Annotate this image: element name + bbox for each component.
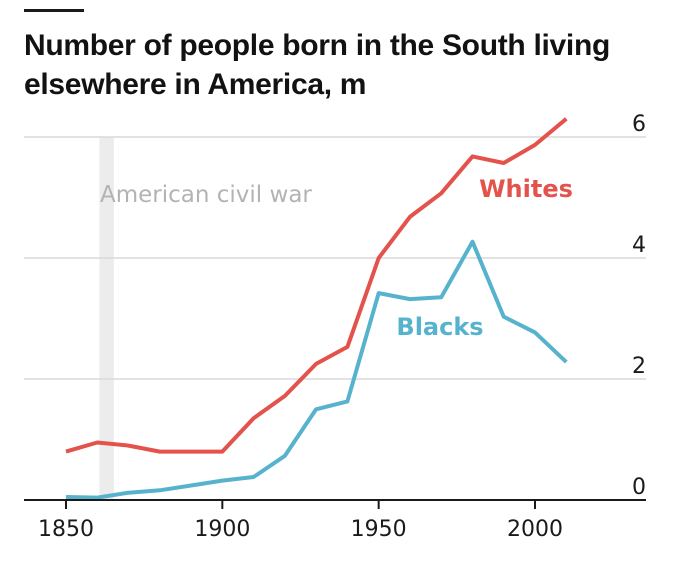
x-tick-label-1900: 1900 — [194, 517, 250, 542]
x-tick-label-1850: 1850 — [38, 517, 94, 542]
y-tick-label-4: 4 — [632, 233, 646, 258]
y-tick-label-2: 2 — [632, 354, 646, 379]
x-tick-label-1950: 1950 — [351, 517, 407, 542]
civil-war-label: American civil war — [100, 182, 312, 208]
series-label-whites: Whites — [479, 175, 573, 203]
series-line-blacks — [65, 239, 568, 500]
y-tick-label-0: 0 — [632, 475, 646, 500]
x-tick-label-2000: 2000 — [507, 517, 563, 542]
y-tick-label-6: 6 — [632, 112, 646, 137]
civil-war-band — [99, 137, 114, 500]
series-line-whites — [65, 117, 568, 454]
chart-title: Number of people born in the South livin… — [24, 29, 611, 101]
title-rule — [24, 9, 84, 12]
series-label-blacks: Blacks — [396, 313, 483, 341]
